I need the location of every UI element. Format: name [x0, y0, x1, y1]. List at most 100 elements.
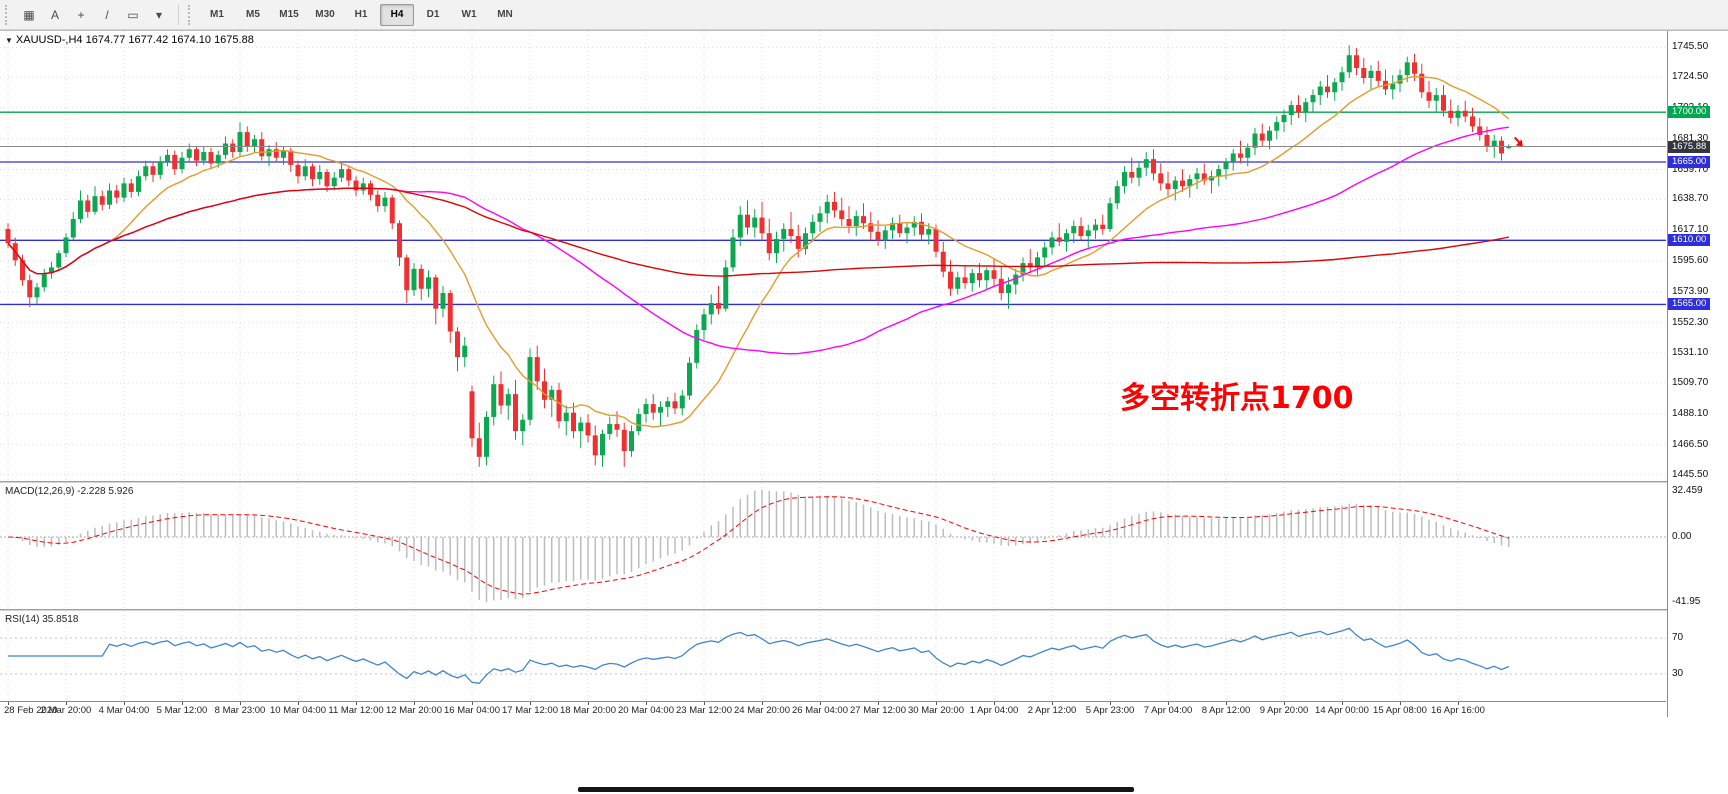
one-click-trading-toggle[interactable]: ▼	[5, 36, 13, 45]
candle	[839, 197, 845, 227]
candle	[694, 324, 700, 369]
time-axis-label: 5 Apr 23:00	[1085, 705, 1135, 716]
timeframe-button-M15[interactable]: M15	[279, 9, 299, 20]
time-axis-tick	[1284, 702, 1285, 705]
candle	[1310, 89, 1316, 113]
rsi-canvas[interactable]	[0, 611, 1666, 701]
pane-splitter-rsi[interactable]	[0, 609, 1728, 611]
price-scale[interactable]: 1745.501724.501703.101681.301659.701638.…	[1667, 31, 1728, 717]
candle	[63, 233, 69, 258]
text-label-icon[interactable]: A	[50, 7, 59, 22]
candle	[1151, 149, 1156, 181]
candle	[244, 126, 250, 153]
dropdown-arrow-icon[interactable]: ▾	[155, 7, 163, 22]
macd-canvas[interactable]	[0, 483, 1666, 609]
candle	[49, 261, 54, 279]
time-axis-tick	[530, 702, 531, 705]
candle	[1455, 105, 1461, 127]
candle	[469, 385, 475, 447]
candle	[324, 169, 330, 192]
candle	[455, 327, 460, 372]
candle	[491, 375, 497, 426]
grid-layer	[0, 31, 1666, 481]
candle	[708, 294, 714, 325]
price-tick-label: 1638.70	[1672, 193, 1709, 205]
price-tick-label: 1595.60	[1672, 254, 1709, 266]
candle	[607, 416, 613, 440]
candle	[360, 177, 366, 195]
time-axis-tick	[298, 702, 299, 705]
candle	[411, 263, 417, 296]
candle	[513, 379, 518, 440]
crosshair-icon[interactable]: +	[77, 7, 85, 22]
taskbar-hint	[578, 787, 1134, 792]
candle	[1194, 167, 1200, 190]
candle	[157, 156, 163, 180]
candle	[331, 171, 337, 191]
timeframe-button-MN[interactable]: MN	[497, 9, 513, 20]
time-axis-tick	[820, 702, 821, 705]
candle	[34, 283, 40, 305]
candle	[252, 134, 257, 154]
candle	[745, 200, 750, 235]
candle	[476, 422, 482, 467]
time-axis-label: 17 Mar 12:00	[502, 705, 558, 716]
candle	[672, 392, 678, 415]
candle	[650, 394, 656, 420]
price-tick-label: 1509.70	[1672, 377, 1709, 389]
candle	[1201, 163, 1207, 185]
candle	[629, 425, 634, 457]
candle	[107, 183, 112, 210]
candle	[556, 382, 562, 429]
candle	[766, 218, 772, 261]
chart-text-annotation[interactable]: 多空转折点1700	[1120, 381, 1354, 416]
candle	[1245, 143, 1251, 167]
time-axis-label: 10 Mar 04:00	[270, 705, 326, 716]
time-axis-label: 2 Mar 20:00	[40, 705, 92, 716]
candle	[230, 139, 236, 158]
toolbar-grip[interactable]	[5, 4, 11, 25]
moving-average-144[interactable]	[7, 187, 1509, 277]
shapes-icon[interactable]: ▭	[127, 7, 139, 22]
candle	[426, 270, 431, 298]
candle	[1049, 231, 1055, 255]
candle	[969, 268, 975, 292]
main-chart-canvas[interactable]	[0, 31, 1666, 481]
candle	[1296, 95, 1301, 118]
candle	[1441, 85, 1446, 117]
candle	[92, 186, 98, 215]
candle	[846, 206, 852, 234]
candle	[687, 357, 692, 400]
timeframe-button-D1[interactable]: D1	[426, 9, 440, 20]
horizontal-lines-layer[interactable]	[0, 111, 1666, 306]
timeframe-button-M5[interactable]: M5	[246, 9, 260, 20]
timeframe-button-M30[interactable]: M30	[315, 9, 335, 20]
timeframe-button-W1[interactable]: W1	[461, 9, 477, 20]
candle	[1064, 228, 1069, 252]
candle	[527, 348, 533, 426]
candle	[563, 405, 569, 436]
candle	[933, 224, 939, 258]
time-axis[interactable]: 28 Feb 2020 2 Mar 20:00 4 Mar 04:00 5 Mar 1…	[0, 701, 1666, 718]
toolbar-grip[interactable]	[188, 4, 194, 25]
candle	[1375, 60, 1381, 87]
chart-grid-icon[interactable]: ▦	[23, 7, 35, 22]
moving-average-14[interactable]	[7, 75, 1510, 428]
pane-splitter-macd[interactable]	[0, 481, 1728, 483]
candle	[1042, 241, 1048, 266]
timeframe-button-H1[interactable]: H1	[354, 9, 368, 20]
toolbar: ▦ A + / ▭ ▾ M1 M5 M15 M30 H1 H4 D1 W1 MN	[0, 0, 1728, 30]
candle	[440, 285, 446, 318]
candle	[85, 194, 91, 218]
price-scale-main: 1745.501724.501703.101681.301659.701638.…	[1668, 31, 1728, 481]
time-axis-label: 16 Mar 04:00	[444, 705, 500, 716]
timeframe-button-M1[interactable]: M1	[210, 9, 224, 20]
time-axis-tick	[66, 702, 67, 705]
time-axis-tick	[936, 702, 937, 705]
timeframe-button-H4[interactable]: H4	[380, 3, 414, 26]
trendline-icon[interactable]: /	[105, 7, 109, 22]
macd-label: MACD(12,26,9)	[5, 486, 75, 497]
candle	[99, 190, 105, 211]
candle	[781, 223, 787, 252]
sell-arrow-marker[interactable]	[1513, 136, 1523, 147]
